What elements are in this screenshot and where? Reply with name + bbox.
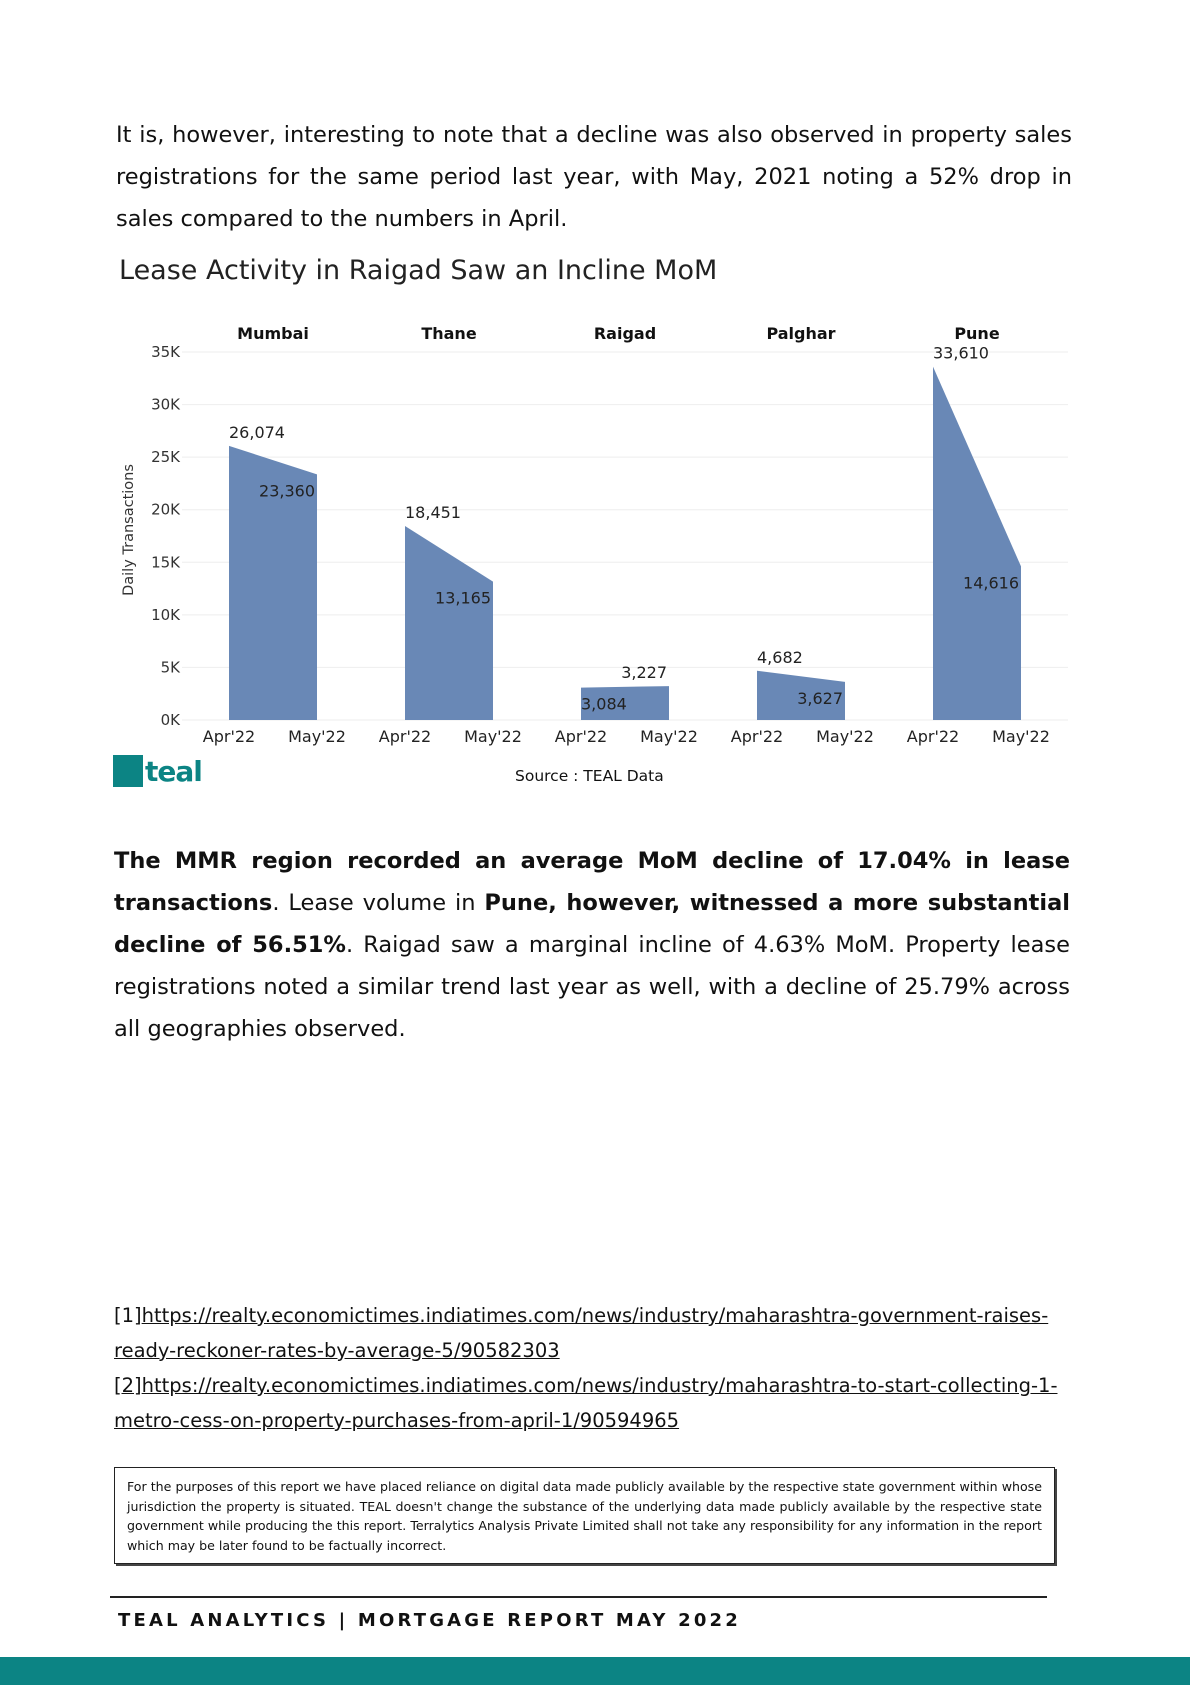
area-mumbai <box>229 445 317 720</box>
reference-2: [2]https://realty.economictimes.indiatim… <box>114 1368 1074 1438</box>
data-label: 26,074 <box>229 423 285 442</box>
data-label: 23,360 <box>259 481 315 500</box>
reference-1: [1]https://realty.economictimes.indiatim… <box>114 1298 1074 1368</box>
x-tick-label: Apr'22 <box>203 727 255 746</box>
area-palghar <box>757 670 845 720</box>
summary-s2-end: . <box>345 932 354 958</box>
summary-pune-bold: Pune, however, witnessed a more substant… <box>114 890 1070 958</box>
summary-s1-end: . <box>272 890 280 916</box>
chart-source: Source : TEAL Data <box>515 767 664 785</box>
panel-label: Pune <box>954 324 1000 343</box>
x-tick-label: Apr'22 <box>379 727 431 746</box>
reference-2-link[interactable]: [2]https://realty.economictimes.indiatim… <box>114 1374 1058 1432</box>
intro-paragraph: It is, however, interesting to note that… <box>116 122 1072 232</box>
y-tick-label: 10K <box>151 606 181 624</box>
lease-activity-chart: Daily Transactions 0K 5K 10K 15K 20K 25K 30K 35K… <box>121 324 1068 746</box>
references: [1]https://realty.economictimes.indiatim… <box>114 1298 1074 1438</box>
y-axis-label: Daily Transactions <box>121 464 137 596</box>
x-tick-label: Apr'22 <box>731 727 783 746</box>
x-tick-label: May'22 <box>816 727 874 746</box>
x-tick-label: Apr'22 <box>555 727 607 746</box>
y-tick-label: 35K <box>151 343 181 361</box>
data-label: 33,610 <box>933 344 989 363</box>
area-raigad <box>581 686 669 720</box>
y-tick-label: 25K <box>151 448 181 466</box>
x-tick-label: May'22 <box>288 727 346 746</box>
footer-title: TEAL ANALYTICS | MORTGAGE REPORT MAY 202… <box>118 1610 742 1631</box>
reference-2-url: https://realty.economictimes.indiatimes.… <box>114 1374 1058 1432</box>
y-tick-label: 20K <box>151 501 181 519</box>
x-tick-label: May'22 <box>992 727 1050 746</box>
disclaimer-box: For the purposes of this report we have … <box>114 1467 1055 1564</box>
data-label: 18,451 <box>405 503 461 522</box>
reference-1-link[interactable]: https://realty.economictimes.indiatimes.… <box>114 1304 1049 1362</box>
teal-logo: teal <box>113 754 203 788</box>
summary-raigad: Raigad saw a marginal incline of 4.63% M… <box>114 932 1070 1042</box>
footer-bar <box>0 1657 1190 1685</box>
y-tick-label: 0K <box>161 711 182 729</box>
logo-text: teal <box>145 754 203 788</box>
data-label: 3,084 <box>581 695 627 714</box>
y-tick-label: 5K <box>161 658 182 676</box>
x-tick-label: Apr'22 <box>907 727 959 746</box>
panel-label: Raigad <box>594 324 656 343</box>
logo-mark <box>113 755 143 787</box>
data-label: 3,227 <box>621 663 667 682</box>
data-label: 4,682 <box>757 648 803 667</box>
footer-rule <box>110 1596 1047 1598</box>
summary-s2-start: Lease volume in <box>288 890 485 916</box>
summary-mmr-bold: The MMR region recorded an average MoM d… <box>114 848 1070 916</box>
area-thane <box>405 526 493 720</box>
panel-label: Palghar <box>766 324 835 343</box>
panel-label: Thane <box>421 324 476 343</box>
panel-label: Mumbai <box>237 324 309 343</box>
data-label: 13,165 <box>435 589 491 608</box>
y-tick-label: 15K <box>151 553 181 571</box>
reference-2-marker: [2] <box>114 1374 142 1397</box>
chart-title: Lease Activity in Raigad Saw an Incline … <box>119 255 718 286</box>
reference-1-marker: [1] <box>114 1304 142 1327</box>
x-tick-label: May'22 <box>640 727 698 746</box>
data-label: 3,627 <box>797 689 843 708</box>
y-tick-label: 30K <box>151 396 181 414</box>
summary-paragraph: The MMR region recorded an average MoM d… <box>114 840 1070 1050</box>
area-pune <box>933 366 1021 720</box>
x-tick-label: May'22 <box>464 727 522 746</box>
data-label: 14,616 <box>963 573 1019 592</box>
